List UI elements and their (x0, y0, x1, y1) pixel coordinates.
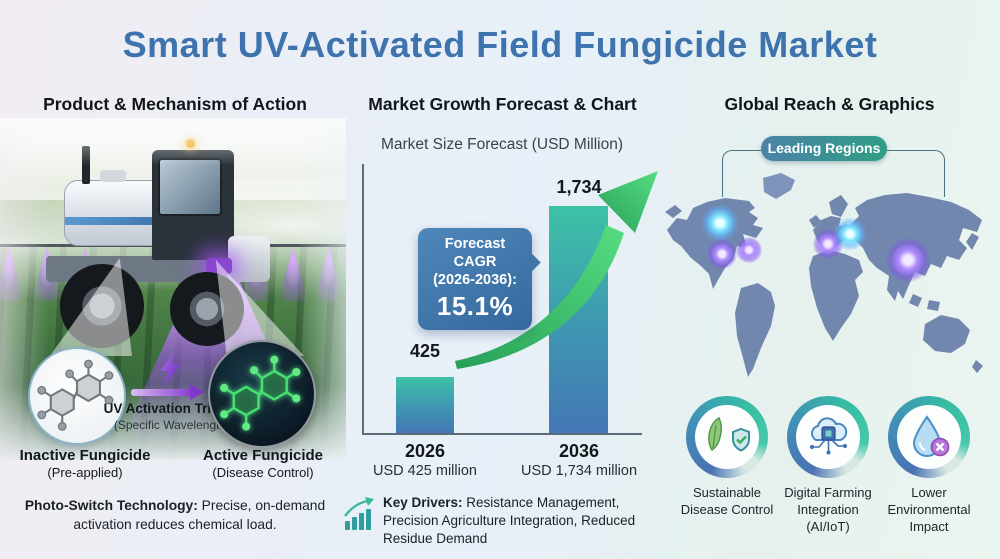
badge-label-impact: Lower Environmental Impact (887, 485, 971, 535)
uv-trigger-label: UV Activation Trigger (103, 401, 241, 416)
inactive-fungicide-label: Inactive Fungicide (Pre-applied) (6, 447, 164, 480)
bar-value-2036: 1,734 (556, 177, 602, 197)
section-header-global: Global Reach & Graphics (724, 94, 935, 114)
world-map-svg (665, 173, 983, 377)
cagr-line2: (2026-2036): (433, 272, 517, 289)
caption-2026: USD 425 million (373, 463, 477, 479)
page-title: Smart UV-Activated Field Fungicide Marke… (122, 24, 878, 65)
x-axis (362, 433, 642, 435)
cloud-chip-icon (810, 417, 848, 455)
key-drivers-text: Key Drivers: Resistance Management, Prec… (383, 494, 663, 549)
cagr-value: 15.1% (436, 291, 514, 322)
active-fungicide-label: Active Fungicide (Disease Control) (184, 447, 342, 480)
region-glow-usa (707, 239, 737, 269)
y-axis (362, 164, 364, 434)
growth-arrow (455, 171, 658, 369)
bar-2026 (396, 377, 454, 433)
world-map (663, 168, 998, 393)
uv-activation-arrow (131, 384, 204, 400)
region-glow-north-europe (834, 218, 866, 250)
badge-label-digital: Digital Farming Integration (AI/IoT) (784, 485, 872, 535)
region-glow-usa-east (736, 237, 762, 263)
key-drivers-bold: Key Drivers: (383, 495, 463, 510)
droplet-x-icon (912, 415, 950, 457)
active-label-sub: (Disease Control) (212, 465, 314, 480)
badge-lower-impact (888, 396, 970, 478)
key-drivers-rest: Resistance Management, Precision Agricul… (383, 495, 636, 547)
section-header-market: Market Growth Forecast & Chart (368, 94, 637, 114)
inactive-fungicide-circle (28, 347, 126, 445)
uv-trigger-sub: (Specific Wavelength) (113, 418, 231, 433)
lightning-bolt-icon (160, 352, 180, 387)
inactive-molecule-icon (37, 359, 114, 431)
note-rest: Precise, on-demand activation reduces ch… (73, 498, 326, 533)
leading-regions-pill: Leading Regions (761, 136, 887, 161)
chart-title: Market Size Forecast (USD Million) (380, 136, 624, 153)
key-drivers: Key Drivers: Resistance Management, Prec… (343, 494, 663, 549)
section-header-product: Product & Mechanism of Action (43, 94, 307, 114)
active-molecule-icon (220, 355, 301, 431)
region-glow-north-america (702, 205, 738, 241)
cagr-callout: Forecast CAGR (2026-2036): 15.1% (418, 228, 532, 331)
leaf-shield-icon (708, 416, 750, 452)
badge-sustainable (686, 396, 768, 478)
bar-value-2026: 425 (409, 341, 441, 361)
photo-switch-note: Photo-Switch Technology: Precise, on-dem… (14, 496, 336, 534)
active-fungicide-circle (208, 340, 316, 448)
active-label-title: Active Fungicide (202, 447, 324, 464)
caption-2036: USD 1,734 million (520, 463, 638, 479)
cagr-line1: Forecast CAGR (444, 236, 506, 271)
badge-label-sustainable: Sustainable Disease Control (680, 485, 774, 518)
inactive-label-sub: (Pre-applied) (47, 465, 123, 480)
growth-chart-icon (344, 497, 374, 530)
badge-digital-farming (787, 396, 869, 478)
inactive-label-title: Inactive Fungicide (19, 447, 151, 464)
note-bold: Photo-Switch Technology: (24, 498, 198, 513)
tick-2026: 2026 (404, 441, 446, 461)
uv-trigger-text: UV Activation Trigger (Specific Waveleng… (102, 401, 242, 432)
tick-2036: 2036 (558, 441, 600, 461)
region-glow-asia (886, 238, 930, 282)
